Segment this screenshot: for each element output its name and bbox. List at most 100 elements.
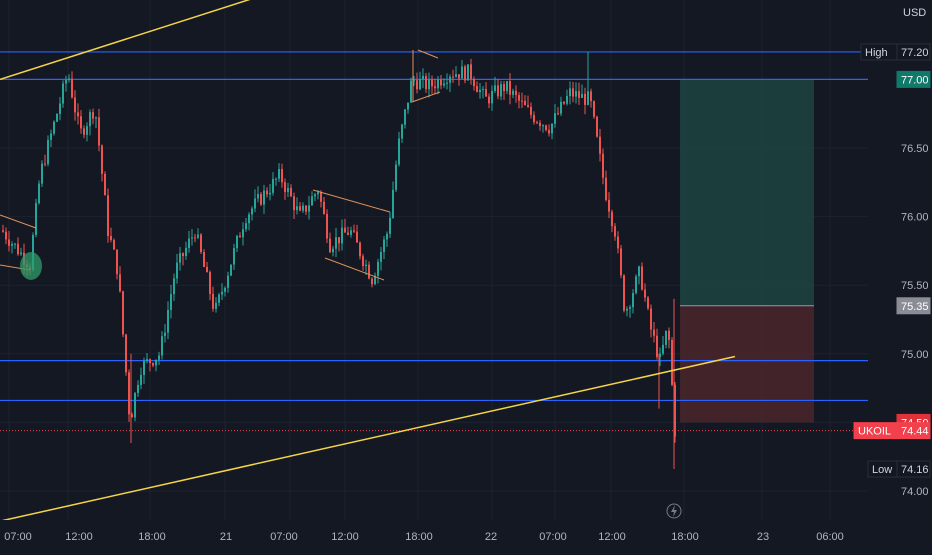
candle-body — [656, 335, 658, 357]
candle-body — [245, 223, 247, 230]
currency-label: USD — [903, 7, 926, 19]
candle-body — [98, 117, 100, 146]
price-tag-value: 77.00 — [901, 74, 929, 86]
price-tag-value: 75.35 — [901, 301, 929, 313]
candle-body — [347, 232, 349, 235]
candle-body — [65, 79, 67, 84]
candle-body — [263, 190, 265, 205]
candle-body — [122, 291, 124, 335]
candle-body — [326, 213, 328, 239]
candle-body — [5, 231, 7, 240]
take-profit-zone[interactable] — [680, 79, 814, 306]
candle-body — [560, 101, 562, 114]
candle-body — [635, 276, 637, 294]
channel-line[interactable] — [0, 214, 37, 229]
lower-trendline[interactable] — [0, 355, 736, 522]
candle-body — [176, 262, 178, 279]
candle-body — [332, 248, 334, 253]
candle-body — [89, 112, 91, 127]
price-tag-box — [896, 297, 931, 315]
time-tick: 12:00 — [598, 531, 626, 543]
channel-line[interactable] — [411, 91, 441, 103]
channel-line[interactable] — [417, 49, 439, 59]
candle-body — [476, 86, 478, 93]
channel-line[interactable] — [312, 189, 391, 213]
candle-body — [449, 76, 451, 83]
time-tick: 12:00 — [65, 531, 93, 543]
candle-body — [44, 163, 46, 165]
price-tag-label: High — [865, 47, 888, 59]
candle-body — [407, 102, 409, 110]
candle-body — [320, 192, 322, 202]
candle-body — [83, 128, 85, 135]
candle-body — [377, 261, 379, 276]
candle-body — [584, 93, 586, 105]
candle-body — [455, 74, 457, 77]
candle-body — [128, 372, 130, 415]
candle-body — [77, 112, 79, 117]
channel-line[interactable] — [324, 257, 385, 281]
candle-body — [500, 84, 502, 97]
price-tag: High 77.20 — [860, 43, 931, 61]
upper-trendline[interactable] — [0, 0, 407, 81]
candle-body — [380, 251, 382, 262]
time-tick: 07:00 — [270, 531, 298, 543]
candle-body — [251, 208, 253, 215]
candle-body — [290, 187, 292, 197]
candle-body — [38, 183, 40, 204]
candle-body — [671, 339, 673, 385]
price-tag-value: 74.16 — [901, 464, 929, 476]
candle-body — [92, 112, 94, 119]
candle-body — [119, 274, 121, 292]
candle-body — [284, 182, 286, 192]
time-tick: 22 — [485, 531, 497, 543]
time-axis[interactable] — [0, 520, 932, 550]
marker-ellipse[interactable] — [20, 252, 42, 280]
candle-body — [275, 178, 277, 180]
candle-body — [566, 96, 568, 104]
candle-body — [665, 330, 667, 345]
candle-body — [317, 192, 319, 195]
horizontal-levels[interactable] — [0, 51, 868, 432]
candle-body — [353, 230, 355, 232]
candle-body — [200, 234, 202, 253]
time-tick: 12:00 — [331, 531, 359, 543]
price-tag-box — [896, 43, 931, 61]
candle-body — [503, 84, 505, 92]
drawings[interactable] — [0, 0, 814, 522]
time-tick: 18:00 — [671, 531, 699, 543]
candle-body — [461, 66, 463, 79]
candle-body — [539, 122, 541, 127]
candle-body — [419, 79, 421, 90]
candle-body — [620, 248, 622, 276]
candle-body — [650, 308, 652, 330]
price-tag-box — [896, 70, 931, 88]
candle-body — [143, 360, 145, 375]
candle-body — [59, 103, 61, 114]
candle-body — [611, 211, 613, 227]
candle-body — [212, 293, 214, 309]
candle-body — [383, 239, 385, 252]
candle-body — [464, 66, 466, 81]
price-tag-value: 74.44 — [901, 426, 929, 438]
candle-body — [521, 100, 523, 102]
candle-body — [395, 164, 397, 190]
time-ticks: 07:00 12:00 18:00 21 07:00 12:00 18:00 22 07:00 1… — [4, 531, 844, 543]
candle-body — [233, 248, 235, 265]
candle-body — [56, 113, 58, 122]
candle-body — [551, 123, 553, 134]
candle-body — [563, 101, 565, 104]
candle-body — [86, 126, 88, 135]
candle-body — [221, 291, 223, 295]
candle-body — [533, 114, 535, 123]
candle-body — [548, 129, 550, 134]
candle-body — [413, 80, 415, 82]
candle-body — [401, 124, 403, 139]
candle-body — [11, 244, 13, 246]
candle-body — [482, 88, 484, 90]
lightning-icon[interactable] — [666, 503, 682, 519]
candle-body — [509, 81, 511, 95]
candle-body — [155, 359, 157, 366]
